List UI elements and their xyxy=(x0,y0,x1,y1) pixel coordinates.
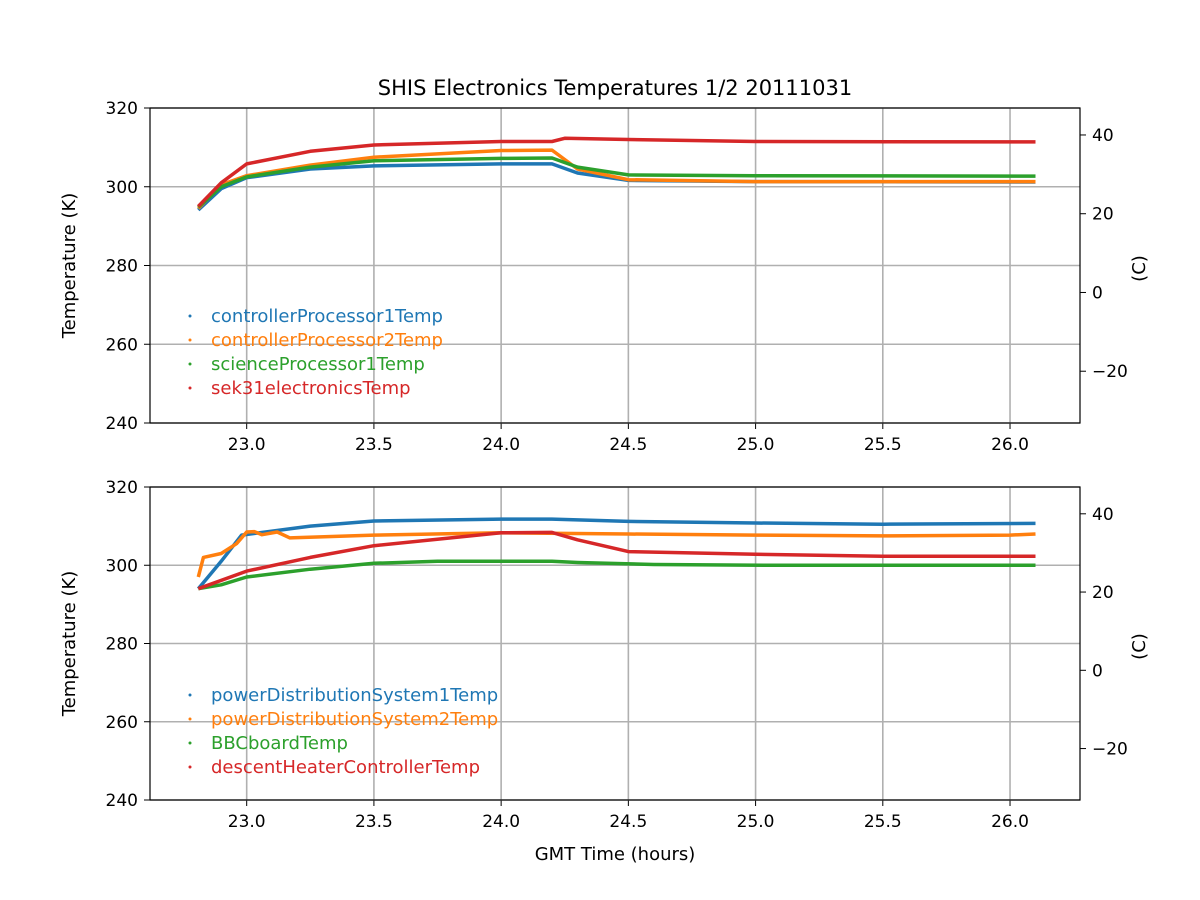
x-tick-label: 26.0 xyxy=(991,812,1029,832)
x-tick-label: 25.0 xyxy=(737,435,775,455)
legend-marker xyxy=(188,386,192,390)
legend-label: descentHeaterControllerTemp xyxy=(211,757,480,778)
legend-marker xyxy=(188,741,192,745)
y-tick-label: 240 xyxy=(106,791,138,811)
x-tick-label: 26.0 xyxy=(991,435,1029,455)
y-right-tick-label: −20 xyxy=(1092,740,1128,760)
y-right-tick-label: 20 xyxy=(1092,205,1114,225)
y-right-tick-label: −20 xyxy=(1092,362,1128,382)
x-tick-label: 23.0 xyxy=(228,812,266,832)
y-right-tick-label: 0 xyxy=(1092,661,1103,681)
x-tick-label: 23.5 xyxy=(355,812,393,832)
y-axis-label: Temperature (K) xyxy=(59,571,80,718)
y-tick-label: 320 xyxy=(106,99,138,119)
y-tick-label: 280 xyxy=(106,257,138,277)
legend-label: powerDistributionSystem1Temp xyxy=(211,685,498,706)
x-tick-label: 23.5 xyxy=(355,435,393,455)
legend-label: scienceProcessor1Temp xyxy=(211,354,425,375)
y-axis-label: Temperature (K) xyxy=(59,193,80,340)
series-line-sek31electronicsTemp xyxy=(197,136,1036,208)
legend-label: powerDistributionSystem2Temp xyxy=(211,709,498,730)
legend-label: BBCboardTemp xyxy=(211,733,348,754)
legend-marker xyxy=(188,314,192,318)
series-line-BBCboardTemp xyxy=(198,559,1036,591)
legend-marker xyxy=(188,693,192,697)
y-right-tick-label: 40 xyxy=(1092,505,1114,525)
y-right-tick-label: 20 xyxy=(1092,583,1114,603)
x-tick-label: 25.5 xyxy=(864,812,902,832)
y-tick-label: 260 xyxy=(106,335,138,355)
y-tick-label: 240 xyxy=(106,414,138,434)
series-line-powerDistributionSystem2Temp xyxy=(196,529,1036,578)
y-tick-label: 280 xyxy=(106,635,138,655)
y-right-tick-label: 0 xyxy=(1092,283,1103,303)
x-tick-label: 25.5 xyxy=(864,435,902,455)
x-tick-label: 25.0 xyxy=(737,812,775,832)
legend-label: controllerProcessor2Temp xyxy=(211,330,443,351)
x-tick-label: 23.0 xyxy=(228,435,266,455)
x-tick-label: 24.5 xyxy=(609,812,647,832)
y-right-tick-label: 40 xyxy=(1092,126,1114,146)
x-axis-label: GMT Time (hours) xyxy=(535,844,696,865)
x-tick-label: 24.5 xyxy=(609,435,647,455)
series-line-scienceProcessor1Temp xyxy=(197,156,1036,209)
legend-label: sek31electronicsTemp xyxy=(211,378,411,399)
legend-marker xyxy=(188,765,192,769)
y-right-axis-label: (C) xyxy=(1129,255,1150,282)
y-tick-label: 300 xyxy=(106,178,138,198)
legend-marker xyxy=(188,362,192,366)
y-right-axis-label: (C) xyxy=(1129,633,1150,660)
chart-title: SHIS Electronics Temperatures 1/2 201110… xyxy=(378,76,852,100)
x-tick-label: 24.0 xyxy=(482,435,520,455)
y-tick-label: 300 xyxy=(106,556,138,576)
series-line-descentHeaterControllerTemp xyxy=(197,530,1036,591)
x-tick-label: 24.0 xyxy=(482,812,520,832)
y-tick-label: 320 xyxy=(106,478,138,498)
legend-marker xyxy=(188,338,192,342)
plot-frame xyxy=(149,486,1081,801)
legend-label: controllerProcessor1Temp xyxy=(211,306,443,327)
legend-marker xyxy=(188,717,192,721)
plot-frame xyxy=(149,107,1081,424)
y-tick-label: 260 xyxy=(106,713,138,733)
